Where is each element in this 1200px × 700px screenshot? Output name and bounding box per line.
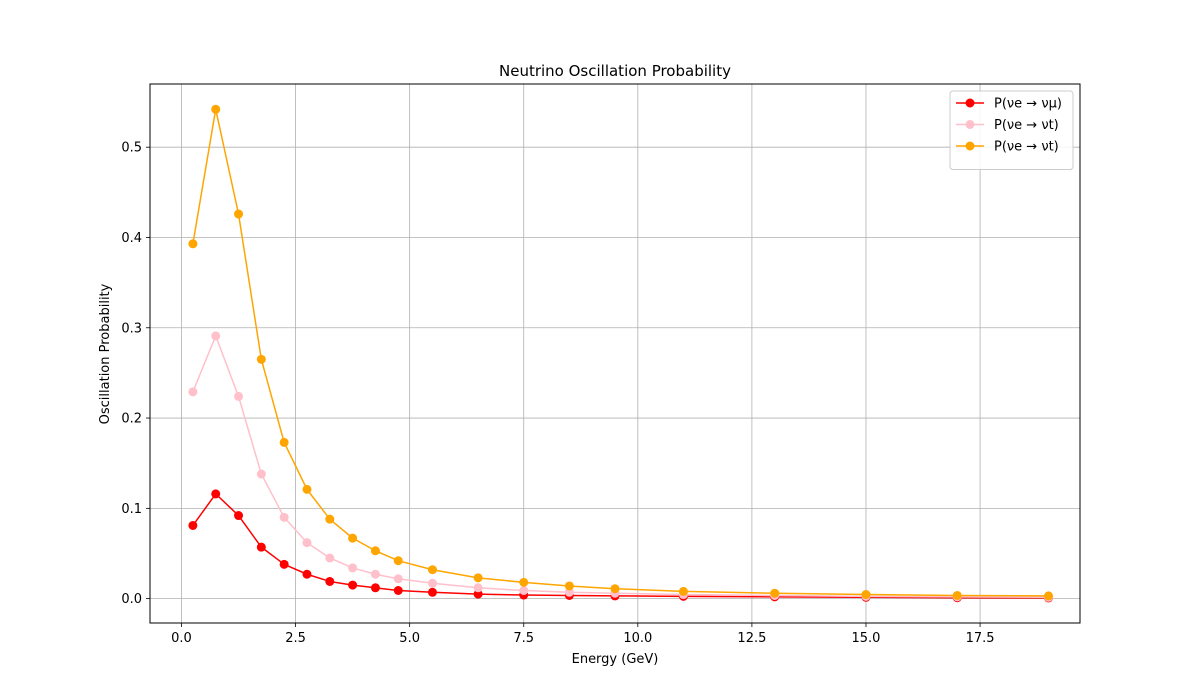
data-point xyxy=(473,573,483,583)
data-point xyxy=(564,581,574,591)
y-tick-label: 0.0 xyxy=(121,592,142,607)
data-point xyxy=(188,239,198,249)
data-point xyxy=(279,512,289,522)
y-tick-label: 0.1 xyxy=(121,502,142,517)
grid-layer xyxy=(150,84,1080,623)
data-point xyxy=(610,584,620,594)
data-point xyxy=(473,589,483,599)
data-point xyxy=(348,533,358,543)
x-tick-label: 7.5 xyxy=(513,631,534,646)
plot-frame xyxy=(149,83,1081,624)
x-tick-label: 12.5 xyxy=(737,631,766,646)
series-line xyxy=(192,493,1049,599)
data-point xyxy=(211,331,221,341)
legend-swatch-marker xyxy=(965,120,975,129)
series-layer xyxy=(188,104,1054,603)
series-line xyxy=(192,335,1049,599)
data-point xyxy=(211,104,221,114)
data-point xyxy=(393,574,403,584)
legend-item: P(νe → νμ) xyxy=(956,97,1062,112)
data-point xyxy=(519,585,529,595)
data-point xyxy=(370,546,380,556)
data-point xyxy=(325,553,335,563)
data-point xyxy=(952,590,962,600)
data-point xyxy=(861,590,871,600)
data-point xyxy=(256,469,266,479)
data-point xyxy=(302,538,312,548)
data-point xyxy=(188,520,198,530)
legend-label: P(νe → νt) xyxy=(994,118,1059,133)
y-axis-label: Oscillation Probability xyxy=(98,283,113,424)
legend-item: P(νe → νt) xyxy=(956,140,1059,155)
data-point xyxy=(1044,591,1054,601)
y-tick-label: 0.3 xyxy=(121,321,142,336)
data-point xyxy=(427,578,437,588)
data-point xyxy=(256,542,266,552)
x-axis-label: Energy (GeV) xyxy=(572,652,659,667)
legend-item: P(νe → νt) xyxy=(956,118,1059,133)
x-tick-label: 0.0 xyxy=(171,631,192,646)
data-point xyxy=(370,569,380,579)
data-point xyxy=(234,391,244,401)
data-point xyxy=(427,565,437,575)
data-point xyxy=(325,514,335,524)
legend: P(νe → νμ) P(νe → νt) P(νe → νt) xyxy=(949,90,1074,170)
data-point xyxy=(393,585,403,595)
y-tick-label: 0.5 xyxy=(121,141,142,156)
data-point xyxy=(234,209,244,219)
data-point xyxy=(234,511,244,521)
data-point xyxy=(770,588,780,598)
legend-swatch-marker xyxy=(965,141,975,151)
tick-layer: 0.0 2.5 5.0 7.5 10.0 12.5 15.0 17.5 0.0 0.1 0.2 0.3… xyxy=(121,141,994,646)
data-point xyxy=(348,563,358,573)
data-point xyxy=(302,484,312,494)
series-3 xyxy=(188,104,1054,601)
series-line xyxy=(192,108,1049,597)
data-point xyxy=(211,489,221,499)
data-point xyxy=(519,577,529,587)
x-tick-label: 10.0 xyxy=(623,631,652,646)
data-point xyxy=(370,583,380,593)
x-tick-label: 5.0 xyxy=(399,631,420,646)
y-tick-label: 0.4 xyxy=(121,231,142,246)
data-point xyxy=(188,387,198,397)
data-point xyxy=(279,559,289,569)
data-point xyxy=(348,580,358,590)
x-tick-label: 15.0 xyxy=(852,631,881,646)
legend-swatch-marker xyxy=(965,98,975,108)
data-point xyxy=(678,586,688,596)
y-tick-label: 0.2 xyxy=(121,412,142,427)
data-point xyxy=(473,583,483,593)
legend-label: P(νe → νt) xyxy=(994,140,1059,155)
data-point xyxy=(279,437,289,447)
data-point xyxy=(302,569,312,579)
data-point xyxy=(256,354,266,364)
x-tick-label: 2.5 xyxy=(285,631,306,646)
chart-title: Neutrino Oscillation Probability xyxy=(499,62,731,80)
data-point xyxy=(325,576,335,586)
data-point xyxy=(393,556,403,566)
legend-box xyxy=(949,90,1074,170)
data-point xyxy=(564,587,574,597)
data-point xyxy=(427,587,437,597)
x-tick-label: 17.5 xyxy=(966,631,995,646)
legend-label: P(νe → νμ) xyxy=(994,97,1062,112)
